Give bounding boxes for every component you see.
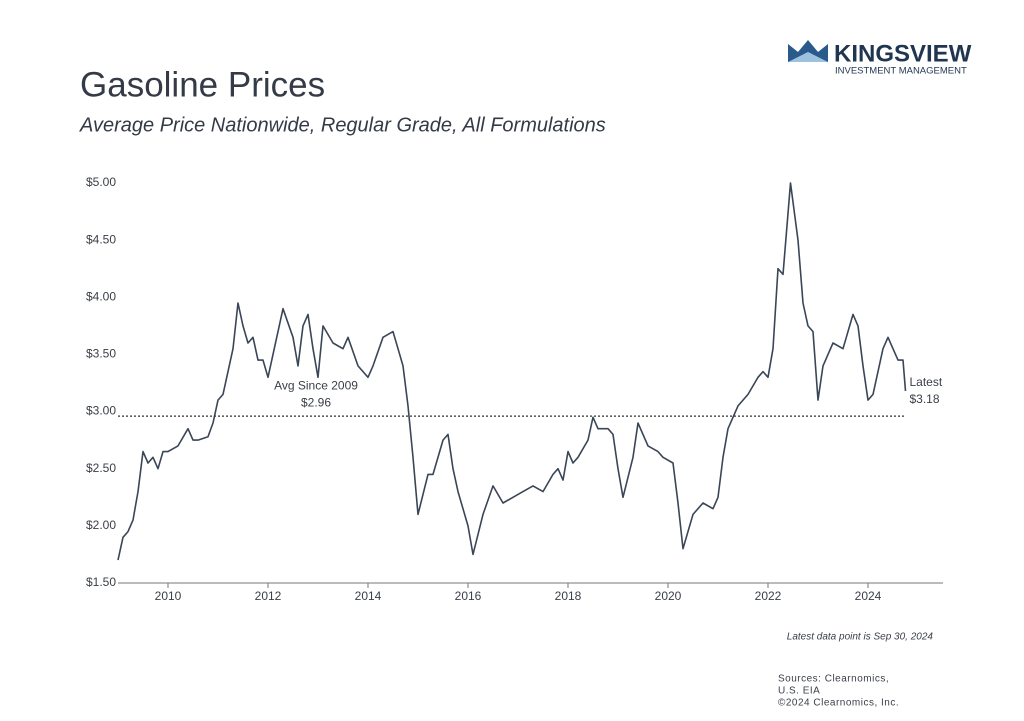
x-tick-label: 2010 [155, 589, 182, 603]
source: Sources: Clearnomics, [778, 674, 889, 685]
y-tick-label: $3.00 [86, 404, 116, 418]
y-tick-label: $2.50 [86, 461, 116, 475]
y-tick-label: $4.00 [86, 289, 116, 303]
x-tick-label: 2018 [555, 589, 582, 603]
x-tick-label: 2024 [855, 589, 882, 603]
y-tick-label: $5.00 [86, 175, 116, 189]
logo-icon-accent [788, 52, 828, 62]
chart-title: Gasoline Prices [80, 65, 325, 104]
latest-label: Latest [910, 375, 943, 389]
line [117, 182, 907, 561]
x-tick-label: 2020 [655, 589, 682, 603]
chart-subtitle: Average Price Nationwide, Regular Grade,… [79, 114, 606, 136]
latest-value: $3.18 [910, 392, 940, 406]
logo-icon [788, 40, 828, 62]
logo-name: KINGSVIEW [834, 40, 972, 67]
y-tick-label: $3.50 [86, 347, 116, 361]
x-tick-label: 2014 [355, 589, 382, 603]
y-tick-label: $4.50 [86, 232, 116, 246]
x-tick-label: 2012 [255, 589, 282, 603]
average-value: $2.96 [301, 395, 331, 409]
y-tick-label: $2.00 [86, 518, 116, 532]
logo: KINGSVIEW INVESTMENT MANAGEMENT [788, 40, 972, 77]
logo-tagline: INVESTMENT MANAGEMENT [835, 66, 967, 77]
average-label: Avg Since 2009 [274, 378, 358, 392]
source: U.S. EIA [778, 686, 820, 697]
source: ©2024 Clearnomics, Inc. [778, 698, 899, 709]
y-tick-label: $1.50 [86, 575, 116, 589]
x-tick-label: 2022 [755, 589, 782, 603]
note: Latest data point is Sep 30, 2024 [787, 632, 934, 643]
x-tick-label: 2016 [455, 589, 482, 603]
